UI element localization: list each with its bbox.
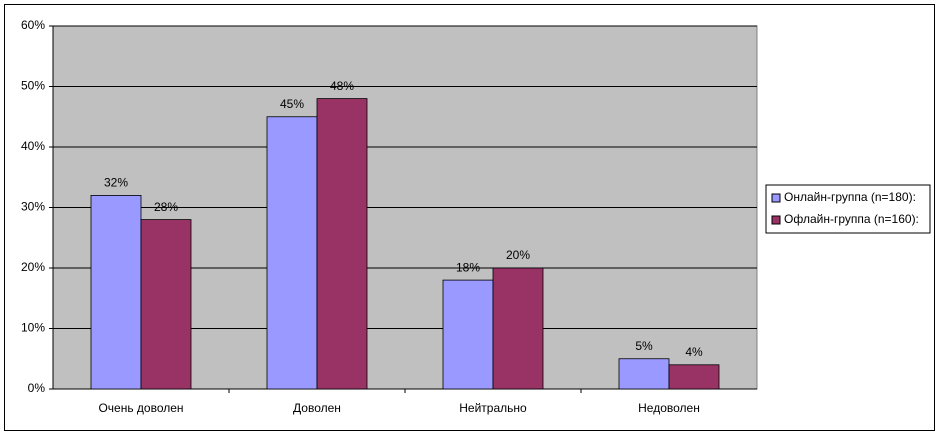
bar [492,267,544,390]
value-label: 28% [154,200,178,214]
legend-swatch [771,215,781,225]
x-tick-label: Очень доволен [98,401,183,415]
bar [668,364,720,390]
bar [316,98,368,390]
value-label: 4% [685,345,703,359]
legend-label: Онлайн-группа (n=180): [784,190,916,204]
value-label: 20% [506,248,530,262]
bar [618,358,670,390]
value-label: 18% [456,260,480,274]
y-tick-label: 60% [21,18,45,32]
y-tick-label: 30% [21,200,45,214]
bar [442,279,494,390]
y-tick-label: 10% [21,321,45,335]
value-label: 48% [330,79,354,93]
value-label: 5% [635,339,653,353]
x-tick-label: Нейтрально [459,401,527,415]
legend-swatch [771,193,781,203]
y-tick-label: 20% [21,260,45,274]
bar [90,194,142,390]
y-tick-label: 50% [21,79,45,93]
legend-box [765,184,931,234]
value-label: 32% [104,176,128,190]
value-label: 45% [280,97,304,111]
x-tick-label: Недоволен [638,401,700,415]
y-tick-label: 40% [21,139,45,153]
x-tick-label: Доволен [293,401,341,415]
bar [140,219,192,390]
bar [266,116,318,390]
legend-label: Офлайн-группа (n=160): [784,212,919,226]
y-tick-label: 0% [28,381,46,395]
